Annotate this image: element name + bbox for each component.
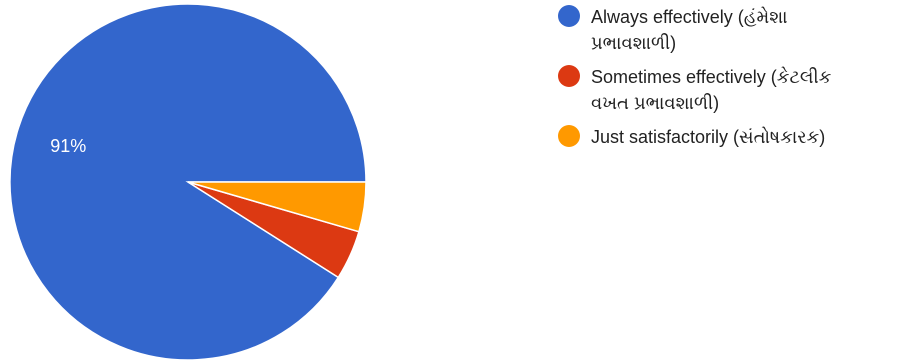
legend: Always effectively (હંમેશા પ્રભાવશાળી) S… <box>558 4 915 158</box>
pie-slice-always[interactable] <box>9 3 367 361</box>
legend-label-sometimes: Sometimes effectively (કેટલીક વખત પ્રભાવ… <box>591 67 832 113</box>
pie-chart: 91% <box>9 3 367 361</box>
legend-item-sometimes[interactable]: Sometimes effectively (કેટલીક વખત પ્રભાવ… <box>558 64 915 116</box>
legend-label-just-satisfactorily: Just satisfactorily (સંતોષકારક) <box>591 127 826 147</box>
legend-label-always: Always effectively (હંમેશા પ્રભાવશાળી) <box>591 7 788 53</box>
legend-item-just-satisfactorily[interactable]: Just satisfactorily (સંતોષકારક) <box>558 124 915 150</box>
legend-swatch-always <box>558 5 580 27</box>
legend-swatch-sometimes <box>558 65 580 87</box>
legend-item-always[interactable]: Always effectively (હંમેશા પ્રભાવશાળી) <box>558 4 915 56</box>
legend-swatch-just-satisfactorily <box>558 125 580 147</box>
pie-slice-just-satisfactorily[interactable] <box>187 181 367 233</box>
pie-label-always: 91% <box>50 136 86 156</box>
